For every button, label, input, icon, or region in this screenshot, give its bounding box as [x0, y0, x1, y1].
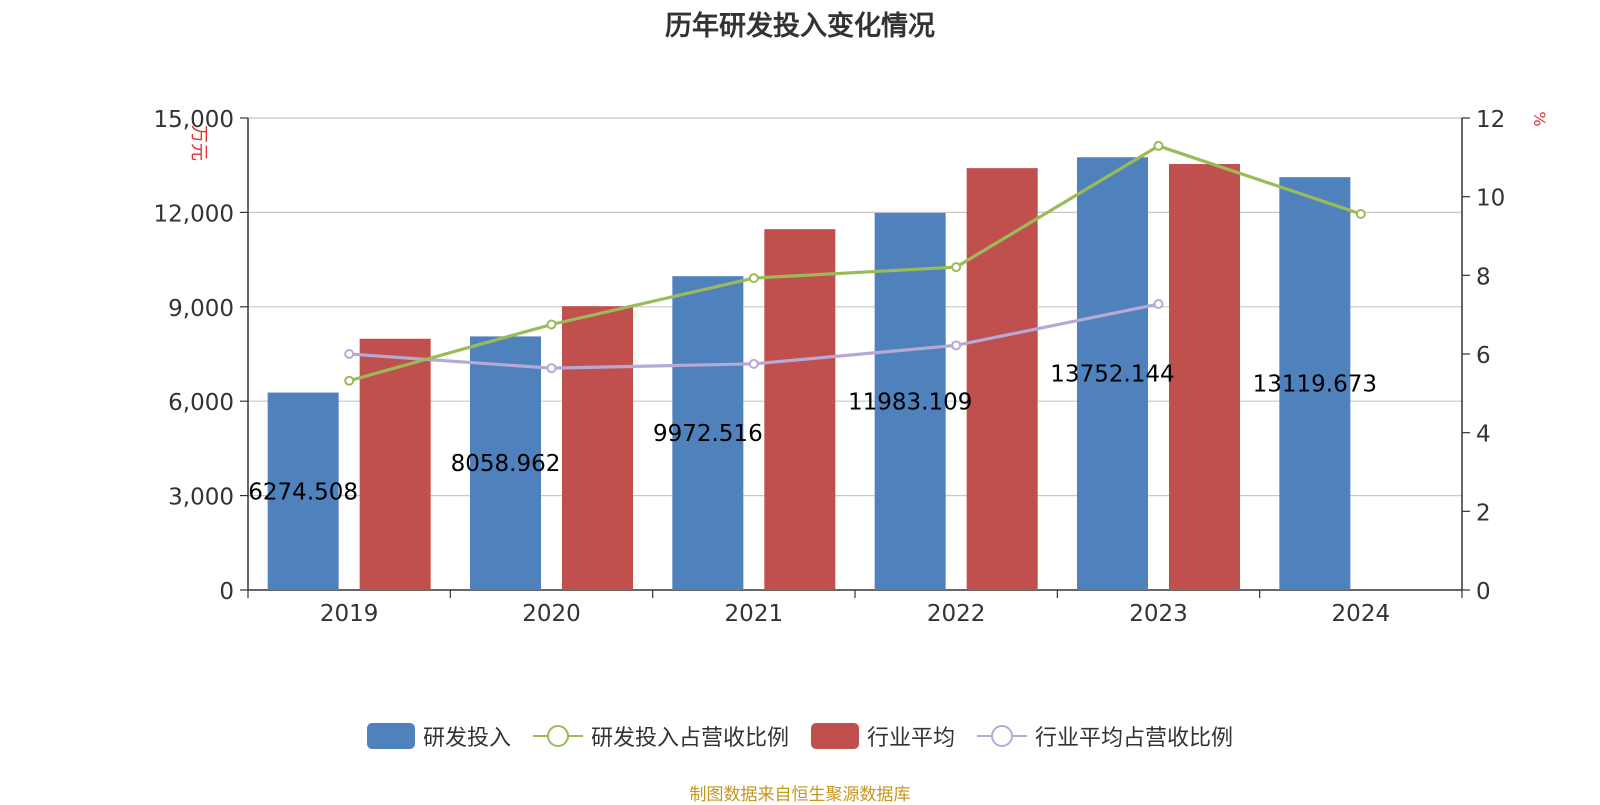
bar-industry-average: [966, 168, 1038, 590]
rd-ratio-point: [1153, 140, 1164, 151]
y-right-tick-label: 0: [1476, 579, 1491, 605]
y-right-tick-label: 12: [1476, 107, 1505, 133]
y-right-tick-label: 4: [1476, 422, 1491, 448]
data-label-rd-investment: 6274.508: [248, 479, 358, 505]
rd-ratio-point: [546, 319, 557, 330]
bar-industry-average: [1169, 164, 1240, 590]
bar-industry-average: [764, 229, 836, 591]
y-left-tick-label: 15,000: [154, 107, 234, 133]
data-source-note: 制图数据来自恒生聚源数据库: [689, 785, 911, 805]
y-left-tick-label: 9,000: [168, 296, 234, 322]
x-tick-label: 2023: [1129, 601, 1188, 627]
chart-title: 历年研发投入变化情况: [665, 11, 935, 42]
data-label-rd-investment: 11983.109: [848, 389, 972, 415]
rd-ratio-point: [748, 273, 759, 284]
bar-rd-investment: [267, 392, 339, 590]
x-tick-label: 2024: [1332, 601, 1391, 627]
industry-ratio-point: [344, 349, 355, 359]
bar-rd-investment: [874, 212, 946, 590]
x-tick-label: 2022: [927, 601, 986, 627]
y-left-tick-label: 12,000: [154, 201, 234, 227]
bar-rd-investment: [1077, 157, 1148, 590]
rd-ratio-point: [951, 262, 962, 273]
y-right-tick-label: 6: [1476, 343, 1491, 369]
industry-ratio-point: [951, 340, 962, 351]
rd-ratio-line: [348, 144, 1362, 383]
x-tick-label: 2020: [522, 601, 581, 627]
y-right-tick-label: 10: [1476, 186, 1505, 212]
data-label-rd-investment: 13119.673: [1253, 372, 1377, 398]
legend-swatch-industry-average: [811, 723, 859, 749]
bar-industry-average: [359, 338, 431, 590]
x-tick-label: 2021: [725, 601, 784, 627]
bar-rd-investment: [1279, 177, 1351, 591]
y-right-axis-unit: %: [1530, 111, 1549, 126]
x-tick-label: 2019: [320, 601, 379, 627]
legend-label-industry-average: 行业平均: [867, 726, 956, 751]
industry-ratio-point: [546, 363, 557, 374]
y-left-tick-label: 6,000: [168, 390, 234, 416]
y-left-axis-unit: 万元: [188, 125, 209, 161]
rd-ratio-point: [1355, 208, 1366, 219]
industry-ratio-point: [748, 358, 759, 369]
y-right-tick-label: 8: [1476, 264, 1491, 290]
rd-ratio-point: [344, 375, 355, 386]
legend-item-industry-average[interactable]: 行业平均: [811, 720, 955, 752]
legend-label-industry-ratio: 行业平均占营收比例: [1035, 726, 1234, 751]
y-left-tick-label: 0: [219, 579, 234, 605]
y-right-tick-label: 2: [1476, 500, 1491, 526]
bar-rd-investment: [470, 336, 541, 590]
data-label-rd-investment: 13752.144: [1050, 362, 1174, 388]
legend-label-rd-ratio: 研发投入占营收比例: [590, 726, 789, 751]
legend-swatch-rd-investment: [366, 723, 415, 749]
legend-item-rd-ratio[interactable]: 研发投入占营收比例: [532, 720, 789, 752]
legend-label-rd-investment: 研发投入: [422, 726, 511, 751]
legend-swatch-industry-ratio: [977, 723, 1028, 749]
data-label-rd-investment: 9972.516: [653, 421, 763, 447]
y-left-tick-label: 3,000: [168, 485, 234, 511]
legend-item-industry-ratio[interactable]: 行业平均占营收比例: [977, 720, 1233, 752]
bar-industry-average: [562, 306, 633, 590]
data-label-rd-investment: 8058.962: [451, 451, 561, 477]
legend-item-rd-investment[interactable]: 研发投入: [366, 720, 511, 752]
legend-swatch-rd-ratio: [532, 723, 583, 749]
industry-ratio-point: [1153, 299, 1164, 310]
legend: 研发投入 研发投入占营收比例 行业平均 行业平均占营收比例: [0, 720, 1600, 752]
bar-rd-investment: [672, 276, 744, 590]
